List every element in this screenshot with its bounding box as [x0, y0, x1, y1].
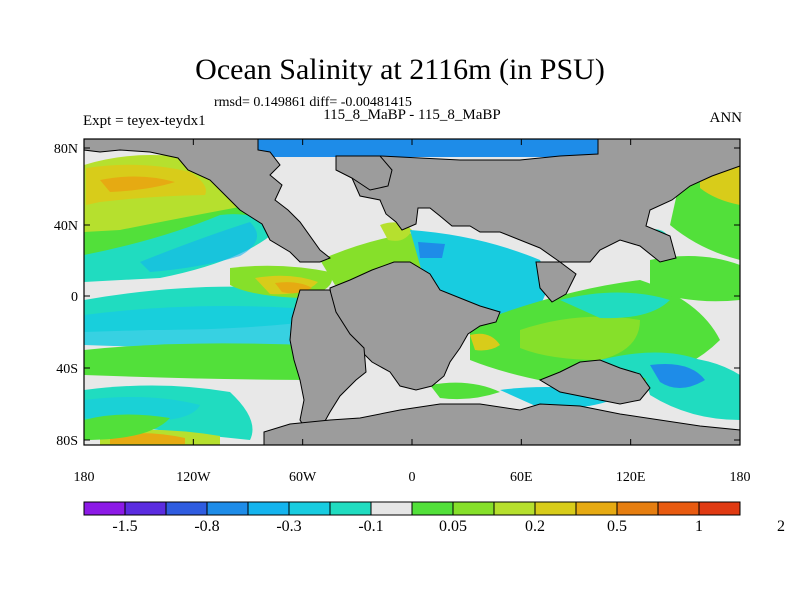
season-label: ANN	[709, 110, 743, 126]
colorbar-box	[534, 501, 577, 516]
colorbar-box	[288, 501, 331, 516]
colorbar-box	[165, 501, 208, 516]
lon-label: 60W	[289, 470, 317, 485]
period-label: 115_8_MaBP - 115_8_MaBP	[323, 107, 501, 123]
colorbar-label: 0.05	[439, 518, 467, 535]
colorbar-label: -0.3	[276, 518, 302, 535]
experiment-label: Expt = teyex-teydx1	[83, 113, 206, 129]
colorbar-box	[657, 501, 700, 516]
lon-label: 0	[409, 470, 416, 485]
lon-label: 180	[74, 470, 95, 485]
colorbar-label: 2	[777, 518, 785, 535]
colorbar-label: -1.5	[112, 518, 138, 535]
stats-text: rmsd= 0.149861 diff= -0.00481415	[214, 95, 412, 110]
lat-label: 40S	[56, 362, 78, 377]
colorbar-label: 1	[695, 518, 703, 535]
lon-label: 120E	[616, 470, 646, 485]
colorbar-box	[411, 501, 454, 516]
lon-label: 60E	[510, 470, 533, 485]
lon-label: 180	[730, 470, 751, 485]
colorbar-box	[206, 501, 249, 516]
colorbar-box	[575, 501, 618, 516]
map-title: Ocean Salinity at 2116m (in PSU)	[195, 53, 605, 86]
lon-label: 120W	[176, 470, 211, 485]
colorbar-box	[247, 501, 290, 516]
colorbar-label: 0.2	[525, 518, 545, 535]
colorbar-box	[698, 501, 741, 516]
colorbar-box	[329, 501, 372, 516]
colorbar-box	[124, 501, 167, 516]
colorbar	[83, 501, 741, 516]
colorbar-box	[83, 501, 126, 516]
colorbar-label: -0.8	[194, 518, 220, 535]
colorbar-box	[452, 501, 495, 516]
lat-label: 80S	[56, 434, 78, 449]
colorbar-label: -0.1	[358, 518, 384, 535]
lat-label: 40N	[54, 219, 78, 234]
colorbar-box	[370, 501, 413, 516]
lat-label: 0	[71, 290, 78, 305]
land-mask	[83, 138, 741, 446]
colorbar-label: 0.5	[607, 518, 627, 535]
lat-label: 80N	[54, 142, 78, 157]
colorbar-box	[493, 501, 536, 516]
colorbar-box	[616, 501, 659, 516]
